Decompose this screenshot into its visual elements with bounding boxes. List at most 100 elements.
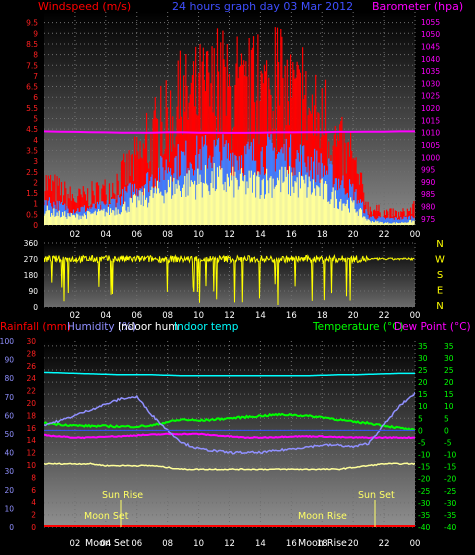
hour-tick-label: 10 [193,311,204,321]
hour-tick-label: 14 [255,230,266,240]
rainfall-tick-label: 0 [31,523,36,532]
hour-tick-label: 00 [410,539,421,549]
hour-tick-label: 06 [131,539,142,549]
compass-label: W [435,255,445,266]
hour-tick-label: 22 [379,230,390,240]
legend-indoor-hum: Indoor hum [118,321,178,333]
rainfall-tick-label: 4 [31,498,36,507]
humidity-tick-label: 50 [4,430,14,439]
hour-tick-label: 12 [224,539,235,549]
temperature-tick-label: 15 [418,390,428,399]
direction-tick-label: 270 [24,255,39,264]
rainfall-tick-label: 24 [26,374,36,383]
barometer-tick-label: 1055 [421,18,440,27]
moon-rise-label-bottom: Moon Rise [298,538,347,549]
hour-tick-label: 18 [317,539,328,549]
hour-tick-label: 14 [255,539,266,549]
rainfall-tick-label: 10 [26,461,36,470]
dewpoint-tick-label: 35 [444,342,454,351]
wind-tick-label: 0.5 [26,210,38,219]
humidity-tick-label: 30 [4,467,14,476]
barometer-tick-label: 1035 [421,67,440,76]
humidity-tick-label: 20 [4,486,14,495]
hour-tick-label: 16 [286,539,297,549]
hour-tick-label: 10 [193,539,204,549]
hour-tick-label: 04 [100,311,111,321]
dewpoint-tick-label: 5 [444,414,449,423]
wind-tick-label: 5 [33,115,38,124]
compass-label: E [437,286,443,297]
wind-tick-label: 4 [33,136,38,145]
temperature-tick-label: -20 [418,475,430,484]
chart-title: 24 hours graph day 03 Mar 2012 [172,0,353,13]
temperature-tick-label: -10 [418,451,430,460]
legend-dew-point: Dew Point (°C) [394,321,471,333]
hour-tick-label: 08 [162,311,173,321]
barometer-tick-label: 1005 [421,141,440,150]
temperature-tick-label: -30 [418,499,430,508]
dewpoint-tick-label: -35 [444,511,456,520]
hour-tick-label: 06 [131,311,142,321]
barometer-tick-label: 990 [421,178,436,187]
barometer-tick-label: 1030 [421,79,440,88]
wind-direction-line [44,253,415,306]
hour-tick-label: 10 [193,230,204,240]
rainfall-tick-label: 12 [26,449,36,458]
temperature-tick-label: 0 [418,426,423,435]
temperature-tick-label: -15 [418,463,430,472]
temp-marks [44,371,415,527]
direction-tick-label: 360 [24,239,39,248]
rainfall-tick-label: 16 [26,424,36,433]
temperature-tick-label: -5 [418,438,426,447]
rainfall-tick-label: 14 [26,436,36,445]
wind-axis-title: Windspeed (m/s) [38,0,131,13]
temperature-tick-label: 5 [418,414,423,423]
barometer-tick-label: 975 [421,215,436,224]
legend-rainfall: Rainfall (mm) [0,321,71,333]
sun-set-label: Sun Set [358,490,395,501]
wind-tick-label: 7.5 [26,61,38,70]
temperature-tick-label: 25 [418,366,428,375]
dewpoint-tick-label: 20 [444,378,454,387]
axis-ticks: 00.511.522.533.544.555.566.577.588.599.5… [0,18,456,549]
barometer-tick-label: 985 [421,190,436,199]
temperature-tick-label: -40 [418,523,430,532]
compass-label: N [436,301,443,312]
rainfall-tick-label: 28 [26,349,36,358]
direction-tick-label: 180 [24,271,39,280]
humidity-tick-label: 70 [4,393,14,402]
hour-tick-label: 14 [255,311,266,321]
hour-tick-label: 12 [224,311,235,321]
humidity-tick-label: 60 [4,411,14,420]
wind-tick-label: 2.5 [26,168,38,177]
wind-tick-label: 7 [33,72,38,81]
dewpoint-tick-label: -30 [444,499,456,508]
wind-tick-label: 9.5 [26,19,38,28]
wind-tick-label: 6.5 [26,83,38,92]
moon-rise-label-top: Moon Rise [298,511,347,522]
hour-tick-label: 02 [70,311,81,321]
hour-tick-label: 18 [317,311,328,321]
hour-tick-label: 12 [224,230,235,240]
wind-tick-label: 8.5 [26,40,38,49]
rainfall-tick-label: 18 [26,411,36,420]
rainfall-tick-label: 8 [31,473,36,482]
sun-rise-label: Sun Rise [102,490,143,501]
dewpoint-tick-label: 10 [444,402,454,411]
dewpoint-tick-label: -10 [444,451,456,460]
rainfall-tick-label: 2 [31,511,36,520]
wind-tick-label: 1 [33,200,38,209]
hour-tick-label: 02 [70,539,81,549]
barometer-tick-label: 1025 [421,92,440,101]
hour-tick-label: 08 [162,539,173,549]
hour-tick-label: 20 [348,539,359,549]
dewpoint-tick-label: 0 [444,426,449,435]
humidity-tick-label: 10 [4,504,14,513]
rainfall-tick-label: 6 [31,486,36,495]
humidity-tick-label: 40 [4,449,14,458]
compass-label: N [436,239,443,250]
compass-label: S [437,270,443,281]
wind-tick-label: 9 [33,29,38,38]
dewpoint-tick-label: 30 [444,354,454,363]
